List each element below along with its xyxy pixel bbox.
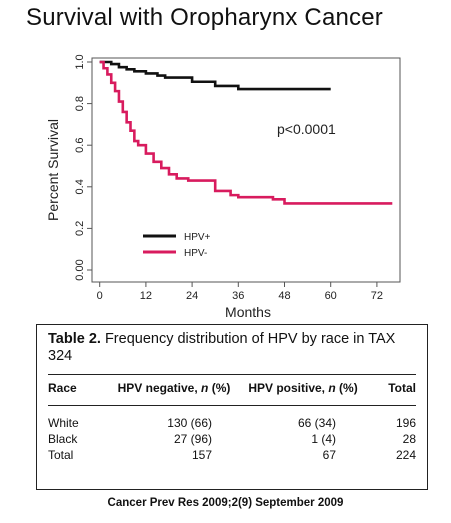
table-row: Black 27 (96) 1 (4) 28: [48, 431, 416, 447]
header-hpv-negative: HPV negative, n (%): [110, 374, 238, 406]
x-tick-label: 12: [140, 290, 152, 302]
cell-hpv-positive: 67: [322, 448, 336, 462]
x-tick-label: 36: [232, 290, 244, 302]
table-caption-text: Frequency distribution of HPV by race in…: [48, 331, 396, 364]
y-tick-label: 1.0: [74, 54, 86, 69]
header-total: Total: [368, 374, 416, 406]
header-hpv-positive-n: n: [328, 381, 336, 395]
x-tick-label: 24: [186, 290, 198, 302]
table-caption-label: Table 2.: [48, 331, 101, 347]
x-tick-label: 48: [278, 290, 290, 302]
series-line-hpv-negative: [99, 60, 393, 205]
survival-chart: 0 12 24 36 48 60 72 0.00 0.2 0.4 0.6 0.8 1.0 p<0.00…: [45, 54, 401, 320]
hpv-race-table: Race HPV negative, n (%) HPV positive, n…: [48, 374, 416, 463]
header-hpv-negative-unit: (%): [208, 381, 231, 395]
y-tick-label: 0.4: [74, 179, 86, 194]
cell-hpv-negative: 157: [191, 448, 212, 462]
x-tick-label: 0: [97, 290, 103, 302]
series-line-hpv-negativepositive: [99, 60, 331, 91]
y-axis-label: Percent Survival: [45, 119, 61, 221]
table-row: Total 157 67 224: [48, 447, 416, 463]
cell-total: 28: [402, 432, 416, 446]
x-tick-label: 60: [325, 290, 337, 302]
cell-total: 196: [395, 416, 416, 430]
header-hpv-positive: HPV positive, n (%): [238, 374, 368, 406]
header-hpv-positive-unit: (%): [335, 381, 358, 395]
x-axis: 0 12 24 36 48 60 72: [97, 282, 383, 302]
series-layer: [99, 60, 393, 205]
hpv-race-table-box: Table 2. Frequency distribution of HPV b…: [36, 324, 428, 490]
header-hpv-negative-text: HPV negative,: [117, 381, 202, 395]
cell-hpv-positive: 66 (34): [297, 416, 336, 430]
cell-total: 224: [395, 448, 416, 462]
table-caption: Table 2. Frequency distribution of HPV b…: [48, 331, 416, 365]
legend: HPV+ HPV-: [143, 232, 211, 259]
plot-frame: [91, 57, 401, 283]
legend-label-hpv-neg: HPV-: [184, 248, 207, 259]
table-header-row: Race HPV negative, n (%) HPV positive, n…: [48, 374, 416, 406]
cell-race: White: [48, 416, 79, 430]
x-tick-label: 72: [371, 290, 383, 302]
y-tick-label: 0.00: [74, 259, 86, 280]
p-value-annotation: p<0.0001: [277, 121, 336, 137]
legend-label-hpv-pos: HPV+: [184, 232, 211, 243]
cell-race: Total: [48, 448, 74, 462]
header-hpv-positive-text: HPV positive,: [248, 381, 329, 395]
cell-hpv-positive: 1 (4): [311, 432, 336, 446]
y-axis: 0.00 0.2 0.4 0.6 0.8 1.0: [74, 54, 92, 281]
table-row: White 130 (66) 66 (34) 196: [48, 406, 416, 432]
citation: Cancer Prev Res 2009;2(9) September 2009: [107, 497, 344, 509]
y-tick-label: 0.6: [74, 138, 86, 153]
x-axis-label: Months: [225, 304, 271, 320]
cell-race: Black: [48, 432, 78, 446]
header-hpv-negative-n: n: [201, 381, 209, 395]
cell-hpv-negative: 27 (96): [173, 432, 212, 446]
header-race: Race: [48, 374, 110, 406]
y-tick-label: 0.8: [74, 96, 86, 111]
page-title: Survival with Oropharynx Cancer: [26, 4, 384, 31]
y-tick-label: 0.2: [74, 221, 86, 236]
cell-hpv-negative: 130 (66): [167, 416, 212, 430]
